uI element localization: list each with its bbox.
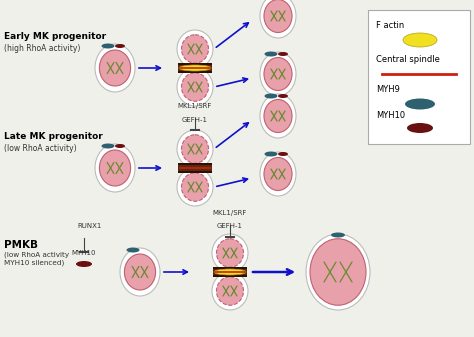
Text: F actin: F actin	[376, 22, 404, 31]
Ellipse shape	[405, 98, 435, 110]
Ellipse shape	[101, 43, 115, 49]
Ellipse shape	[217, 277, 244, 305]
Text: (low RhoA activity
MYH10 silenced): (low RhoA activity MYH10 silenced)	[4, 252, 69, 266]
Ellipse shape	[264, 58, 292, 91]
FancyBboxPatch shape	[368, 10, 470, 144]
Ellipse shape	[264, 93, 277, 98]
Bar	[178, 63, 212, 73]
Ellipse shape	[182, 135, 209, 163]
Ellipse shape	[264, 52, 277, 57]
Ellipse shape	[217, 239, 244, 267]
Bar	[178, 65, 212, 71]
Bar	[213, 267, 247, 277]
Ellipse shape	[177, 168, 213, 206]
Ellipse shape	[278, 152, 288, 156]
Ellipse shape	[177, 30, 213, 68]
Ellipse shape	[177, 68, 213, 106]
Text: Early MK progenitor: Early MK progenitor	[4, 32, 106, 41]
Ellipse shape	[260, 94, 296, 138]
Bar	[213, 269, 247, 275]
Text: GEFH-1: GEFH-1	[217, 223, 243, 229]
Ellipse shape	[115, 144, 125, 148]
Ellipse shape	[182, 173, 209, 201]
Text: (low RhoA activity): (low RhoA activity)	[4, 144, 77, 153]
Ellipse shape	[214, 269, 246, 275]
Bar	[178, 163, 212, 173]
Ellipse shape	[101, 144, 115, 149]
Ellipse shape	[260, 152, 296, 196]
Bar	[178, 165, 212, 171]
Text: MYH10: MYH10	[376, 111, 405, 120]
Text: (high RhoA activity): (high RhoA activity)	[4, 44, 81, 53]
Text: MYH9: MYH9	[376, 86, 400, 94]
Ellipse shape	[331, 233, 345, 238]
Ellipse shape	[182, 35, 209, 63]
Ellipse shape	[127, 247, 139, 252]
Text: MKL1/SRF: MKL1/SRF	[213, 210, 247, 216]
Text: Central spindle: Central spindle	[376, 56, 440, 64]
Ellipse shape	[264, 152, 277, 156]
Text: MYH10: MYH10	[72, 250, 96, 256]
Ellipse shape	[95, 44, 135, 92]
Ellipse shape	[182, 73, 209, 101]
Ellipse shape	[100, 50, 131, 86]
Ellipse shape	[95, 144, 135, 192]
Text: MKL1/SRF: MKL1/SRF	[178, 103, 212, 109]
Ellipse shape	[100, 150, 131, 186]
Ellipse shape	[115, 44, 125, 48]
Ellipse shape	[264, 157, 292, 190]
Ellipse shape	[264, 99, 292, 132]
Ellipse shape	[260, 0, 296, 38]
Ellipse shape	[179, 65, 211, 71]
Ellipse shape	[177, 130, 213, 168]
Ellipse shape	[212, 234, 248, 272]
Ellipse shape	[403, 33, 437, 47]
Ellipse shape	[310, 239, 366, 305]
Ellipse shape	[306, 234, 370, 310]
Ellipse shape	[212, 272, 248, 310]
Ellipse shape	[278, 94, 288, 98]
Text: RUNX1: RUNX1	[78, 223, 102, 229]
Ellipse shape	[407, 123, 433, 133]
Ellipse shape	[76, 261, 92, 267]
Ellipse shape	[260, 52, 296, 96]
Text: PMKB: PMKB	[4, 240, 38, 250]
Text: Late MK progenitor: Late MK progenitor	[4, 132, 103, 141]
Ellipse shape	[120, 248, 160, 296]
Ellipse shape	[124, 254, 155, 290]
Ellipse shape	[264, 0, 292, 32]
Ellipse shape	[278, 52, 288, 56]
Text: GEFH-1: GEFH-1	[182, 117, 208, 123]
